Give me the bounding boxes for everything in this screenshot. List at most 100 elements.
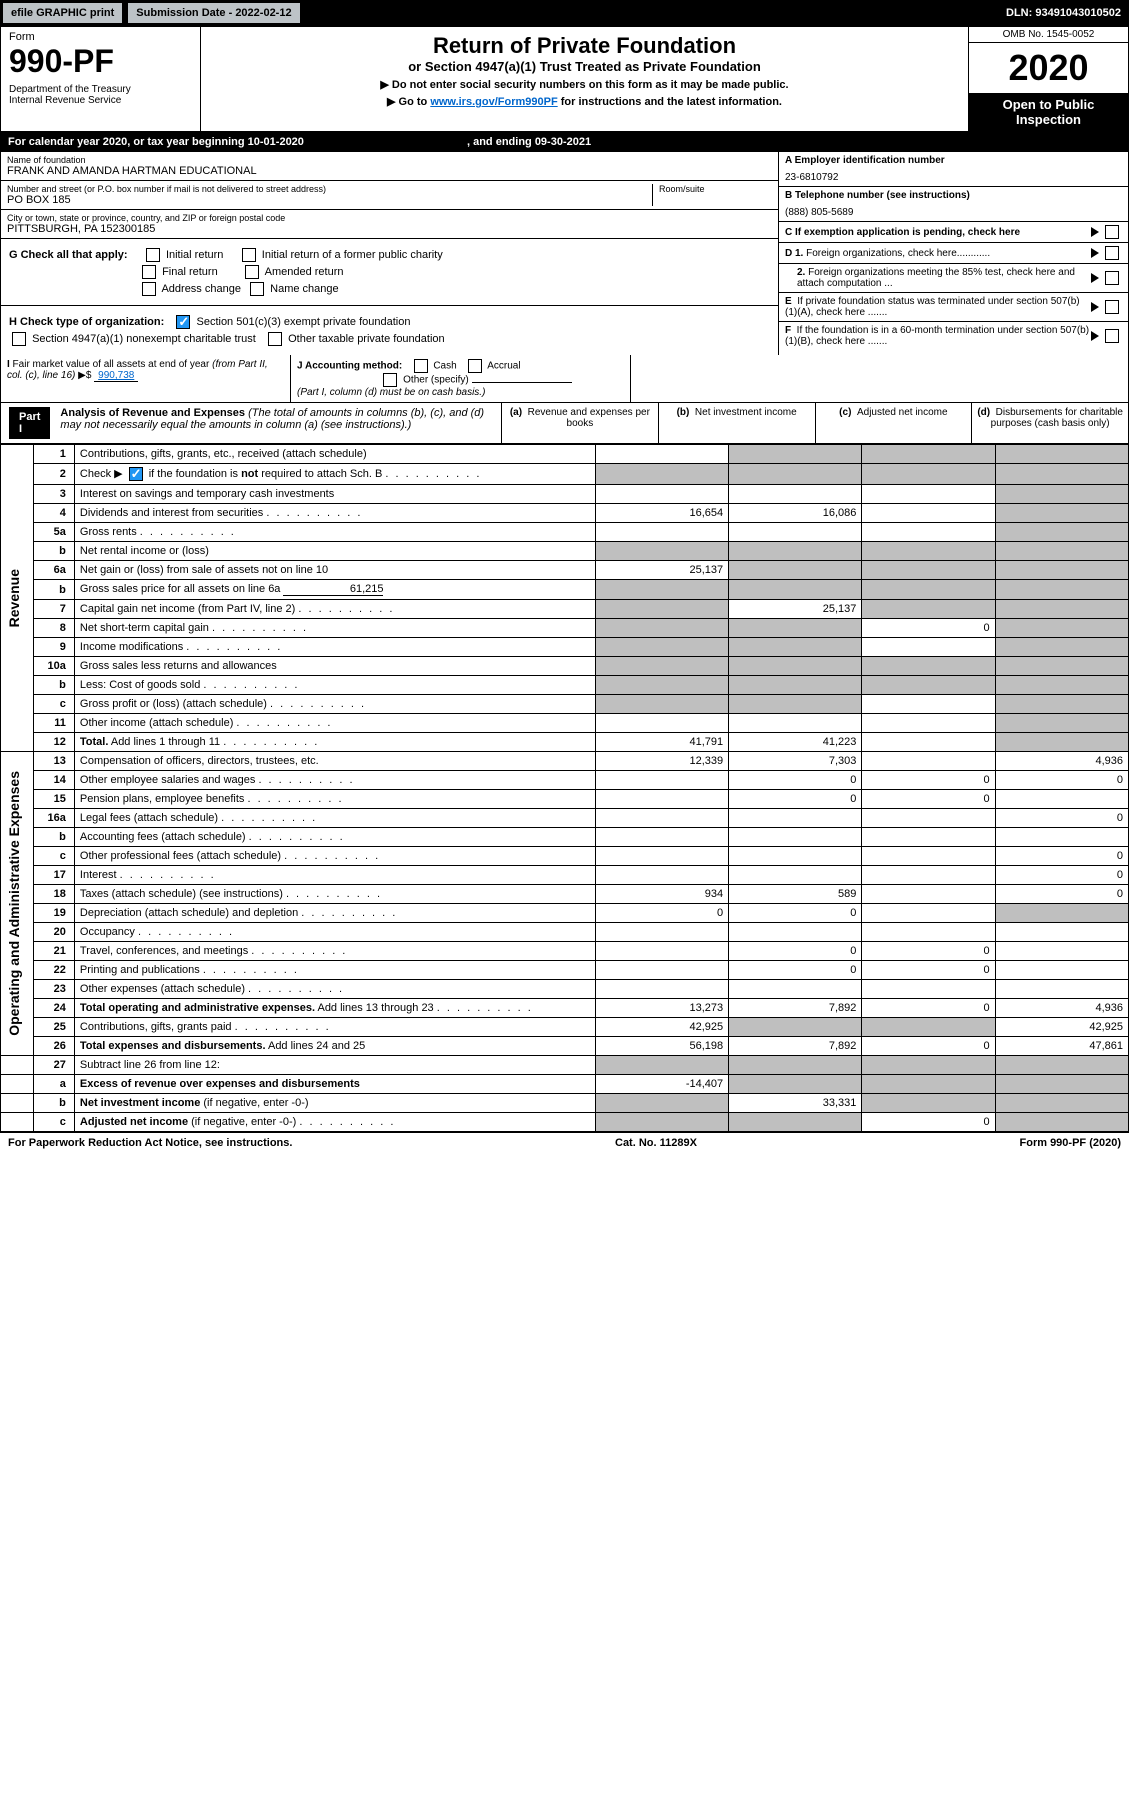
line-number: 9 (33, 638, 74, 657)
check-schb[interactable] (129, 467, 143, 481)
triangle-icon (1091, 331, 1099, 341)
amount-cell-c: 0 (862, 1113, 995, 1132)
amount-cell-c (862, 1094, 995, 1113)
check-other-tax[interactable] (268, 332, 282, 346)
line-desc: Gross rents (74, 523, 595, 542)
addr-label: Number and street (or P.O. box number if… (7, 184, 652, 194)
line-number: 3 (33, 485, 74, 504)
open-public-badge: Open to PublicInspection (969, 93, 1128, 131)
city: PITTSBURGH, PA 152300185 (7, 223, 772, 235)
check-initial-former[interactable] (242, 248, 256, 262)
check-initial[interactable] (146, 248, 160, 262)
room-label: Room/suite (659, 184, 772, 194)
dept-label: Department of the TreasuryInternal Reven… (9, 84, 192, 106)
check-e[interactable] (1105, 300, 1119, 314)
check-501c3[interactable] (176, 315, 190, 329)
amount-cell-c: 0 (862, 961, 995, 980)
fmv-value[interactable]: 990,738 (94, 370, 138, 382)
amount-cell-a (595, 866, 728, 885)
line-desc: Gross profit or (loss) (attach schedule) (74, 695, 595, 714)
amount-cell-d (995, 1094, 1128, 1113)
line-desc: Interest (74, 866, 595, 885)
line-desc: Travel, conferences, and meetings (74, 942, 595, 961)
amount-cell-d (995, 714, 1128, 733)
table-row: 22Printing and publications 00 (1, 961, 1129, 980)
check-4947[interactable] (12, 332, 26, 346)
line-desc: Gross sales price for all assets on line… (74, 580, 595, 600)
check-cash[interactable] (414, 359, 428, 373)
amount-cell-b: 25,137 (729, 600, 862, 619)
amount-cell-b (729, 1075, 862, 1094)
amount-cell-c (862, 847, 995, 866)
line-number: 24 (33, 999, 74, 1018)
note-ssn: ▶ Do not enter social security numbers o… (207, 78, 962, 91)
line-desc: Accounting fees (attach schedule) (74, 828, 595, 847)
form-number: 990-PF (9, 43, 192, 80)
amount-cell-a (595, 600, 728, 619)
amount-cell-d (995, 542, 1128, 561)
amount-cell-c: 0 (862, 999, 995, 1018)
revenue-section-label: Revenue (1, 445, 34, 752)
line-desc: Interest on savings and temporary cash i… (74, 485, 595, 504)
line-number: 15 (33, 790, 74, 809)
amount-cell-a (595, 923, 728, 942)
amount-cell-c (862, 980, 995, 999)
amount-cell-c (862, 1075, 995, 1094)
line-desc: Compensation of officers, directors, tru… (74, 752, 595, 771)
col-b-header: (b) Net investment income (658, 403, 815, 443)
amount-cell-b (729, 1018, 862, 1037)
table-row: 6aNet gain or (loss) from sale of assets… (1, 561, 1129, 580)
amount-cell-a: 41,791 (595, 733, 728, 752)
table-row: cOther professional fees (attach schedul… (1, 847, 1129, 866)
check-other-method[interactable] (383, 373, 397, 387)
line-desc: Occupancy (74, 923, 595, 942)
amount-cell-b: 589 (729, 885, 862, 904)
amount-cell-d: 47,861 (995, 1037, 1128, 1056)
amount-cell-c: 0 (862, 1037, 995, 1056)
check-c[interactable] (1105, 225, 1119, 239)
amount-cell-d (995, 600, 1128, 619)
check-accrual[interactable] (468, 359, 482, 373)
check-d2[interactable] (1105, 271, 1119, 285)
amount-cell-a (595, 847, 728, 866)
amount-cell-a: -14,407 (595, 1075, 728, 1094)
amount-cell-b (729, 580, 862, 600)
amount-cell-d (995, 445, 1128, 464)
check-final[interactable] (142, 265, 156, 279)
amount-cell-b: 41,223 (729, 733, 862, 752)
table-row: 3Interest on savings and temporary cash … (1, 485, 1129, 504)
col-c-header: (c) Adjusted net income (815, 403, 972, 443)
table-row: 10aGross sales less returns and allowanc… (1, 657, 1129, 676)
line-number: c (33, 1113, 74, 1132)
check-amended[interactable] (245, 265, 259, 279)
table-row: 16aLegal fees (attach schedule) 0 (1, 809, 1129, 828)
amount-cell-a (595, 790, 728, 809)
amount-cell-c: 0 (862, 771, 995, 790)
amount-cell-a (595, 464, 728, 485)
dln-label: DLN: 93491043010502 (1006, 7, 1127, 19)
amount-cell-c (862, 580, 995, 600)
check-name[interactable] (250, 282, 264, 296)
part1-badge: Part I (9, 407, 50, 439)
amount-cell-b (729, 1113, 862, 1132)
amount-cell-a (595, 445, 728, 464)
part1-title: Analysis of Revenue and Expenses (60, 407, 245, 419)
amount-cell-a (595, 657, 728, 676)
ein-label: A Employer identification number (785, 155, 1122, 166)
efile-button[interactable]: efile GRAPHIC print (2, 2, 123, 24)
j-label: J Accounting method: (297, 361, 402, 372)
submission-date-button[interactable]: Submission Date - 2022-02-12 (127, 2, 300, 24)
amount-cell-d (995, 580, 1128, 600)
amount-cell-b: 0 (729, 790, 862, 809)
col-a-header: (a) Revenue and expenses per books (501, 403, 658, 443)
amount-cell-b (729, 923, 862, 942)
line-desc: Less: Cost of goods sold (74, 676, 595, 695)
line-number: 25 (33, 1018, 74, 1037)
footer: For Paperwork Reduction Act Notice, see … (0, 1132, 1129, 1153)
table-row: cGross profit or (loss) (attach schedule… (1, 695, 1129, 714)
check-address[interactable] (142, 282, 156, 296)
check-d1[interactable] (1105, 246, 1119, 260)
check-f[interactable] (1105, 329, 1119, 343)
irs-link[interactable]: www.irs.gov/Form990PF (430, 96, 557, 108)
amount-cell-b: 0 (729, 961, 862, 980)
